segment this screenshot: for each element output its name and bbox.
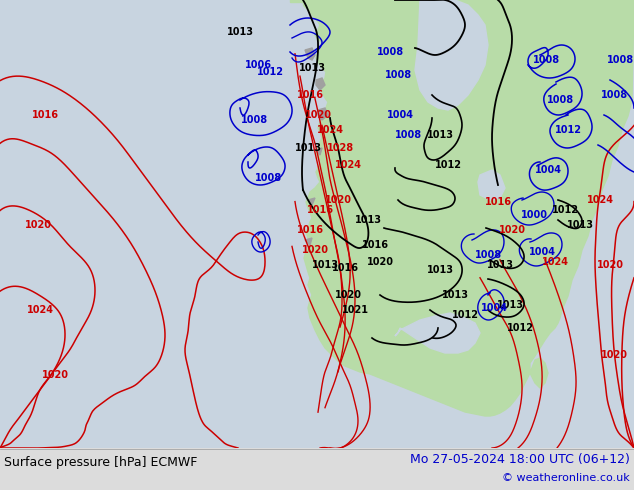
- Text: 1024: 1024: [316, 125, 344, 135]
- Text: 1013: 1013: [427, 130, 453, 140]
- Polygon shape: [0, 0, 310, 80]
- Text: 1020: 1020: [597, 260, 623, 270]
- Text: 1016: 1016: [297, 90, 323, 100]
- Text: 1012: 1012: [555, 125, 581, 135]
- Text: 1008: 1008: [547, 95, 574, 105]
- Polygon shape: [316, 78, 325, 90]
- Text: 1012: 1012: [257, 67, 283, 77]
- Text: 1024: 1024: [586, 195, 614, 205]
- Text: 1013: 1013: [496, 300, 524, 310]
- Text: 1008: 1008: [607, 55, 633, 65]
- Text: 1020: 1020: [302, 245, 328, 255]
- Text: 1020: 1020: [325, 195, 351, 205]
- Text: 1008: 1008: [254, 173, 281, 183]
- Text: 1012: 1012: [552, 205, 578, 215]
- Text: 1016: 1016: [484, 197, 512, 207]
- Text: 1016: 1016: [361, 240, 389, 250]
- Text: 1006: 1006: [245, 60, 271, 70]
- Text: 1008: 1008: [533, 55, 560, 65]
- Text: 1004: 1004: [534, 165, 562, 175]
- Polygon shape: [415, 0, 488, 110]
- Text: 1020: 1020: [304, 110, 332, 120]
- Text: 1016: 1016: [32, 110, 58, 120]
- Polygon shape: [305, 48, 315, 60]
- Text: 1020: 1020: [366, 257, 394, 267]
- Polygon shape: [395, 313, 480, 353]
- Text: 1013: 1013: [427, 265, 453, 275]
- Text: © weatheronline.co.uk: © weatheronline.co.uk: [502, 473, 630, 483]
- Text: Surface pressure [hPa] ECMWF: Surface pressure [hPa] ECMWF: [4, 456, 197, 469]
- Text: 1016: 1016: [297, 225, 323, 235]
- Text: 1004: 1004: [529, 247, 555, 257]
- Text: 1008: 1008: [384, 70, 411, 80]
- Text: 1016: 1016: [306, 205, 333, 215]
- Text: 1013: 1013: [311, 260, 339, 270]
- Text: 1013: 1013: [226, 27, 254, 37]
- Polygon shape: [316, 148, 322, 155]
- Text: 1020: 1020: [41, 370, 68, 380]
- Text: 1020: 1020: [498, 225, 526, 235]
- Text: 1013: 1013: [441, 290, 469, 300]
- Text: 1013: 1013: [299, 63, 325, 73]
- Polygon shape: [305, 238, 312, 245]
- Text: 1024: 1024: [27, 305, 53, 315]
- Text: 1024: 1024: [335, 160, 361, 170]
- Text: 1012: 1012: [451, 310, 479, 320]
- Text: 1012: 1012: [434, 160, 462, 170]
- Text: Mo 27-05-2024 18:00 UTC (06+12): Mo 27-05-2024 18:00 UTC (06+12): [410, 453, 630, 466]
- Text: 1008: 1008: [394, 130, 422, 140]
- Text: 1016: 1016: [332, 263, 358, 273]
- Text: 1021: 1021: [342, 305, 368, 315]
- Text: 1024: 1024: [541, 257, 569, 267]
- Text: 1020: 1020: [600, 350, 628, 360]
- Polygon shape: [318, 108, 328, 120]
- Bar: [290, 0, 634, 2]
- Text: 1008: 1008: [377, 47, 404, 57]
- Text: 1004: 1004: [481, 303, 507, 313]
- Text: 1013: 1013: [354, 215, 382, 225]
- Polygon shape: [478, 170, 505, 200]
- Text: 1000: 1000: [521, 210, 548, 220]
- Polygon shape: [292, 0, 634, 416]
- Text: 1008: 1008: [600, 90, 628, 100]
- Text: 1008: 1008: [474, 250, 501, 260]
- Text: 1020: 1020: [25, 220, 51, 230]
- Text: 1012: 1012: [507, 323, 533, 333]
- Text: 1013: 1013: [486, 260, 514, 270]
- Polygon shape: [308, 198, 315, 205]
- Text: 1004: 1004: [387, 110, 413, 120]
- Text: 1013: 1013: [567, 220, 593, 230]
- Text: 1020: 1020: [335, 290, 361, 300]
- Text: 1028: 1028: [327, 143, 354, 153]
- Bar: [0, 0, 290, 448]
- Text: 1008: 1008: [242, 115, 269, 125]
- Text: 1013: 1013: [295, 143, 321, 153]
